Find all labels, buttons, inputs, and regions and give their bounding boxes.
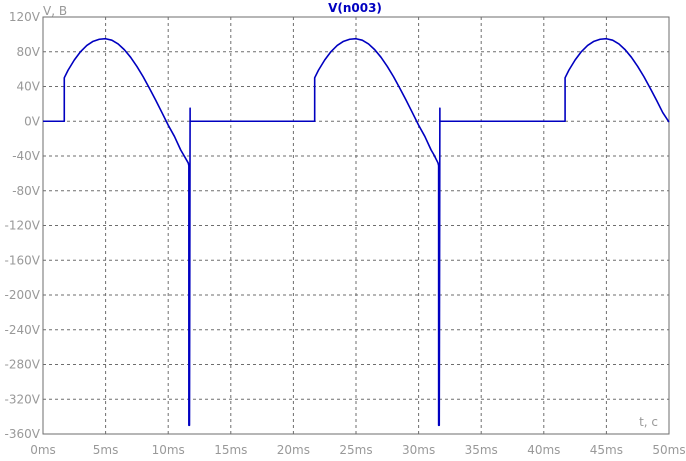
- x-tick-label: 40ms: [527, 443, 560, 457]
- series-line-v-n003: [43, 37, 670, 427]
- x-tick-label: 5ms: [93, 443, 119, 457]
- y-tick-label: -160V: [5, 253, 41, 267]
- y-tick-label: -240V: [5, 323, 41, 337]
- y-tick-label: -320V: [5, 392, 41, 406]
- y-tick-label: -280V: [5, 358, 41, 372]
- x-tick-label: 15ms: [214, 443, 247, 457]
- y-tick-label: -120V: [5, 219, 41, 233]
- y-tick-label: 80V: [17, 45, 41, 59]
- x-tick-label: 35ms: [465, 443, 498, 457]
- x-axis-tick-labels: 0ms 5ms 10ms 15ms 20ms 25ms 30ms 35ms 40ms 45ms 50…: [30, 443, 685, 457]
- y-axis-label: V, B: [43, 4, 67, 18]
- x-tick-label: 20ms: [277, 443, 310, 457]
- y-tick-label: 120V: [9, 10, 41, 24]
- y-tick-label: -80V: [12, 184, 41, 198]
- chart-title: V(n003): [328, 1, 382, 15]
- y-tick-label: -200V: [5, 288, 41, 302]
- grid: [43, 17, 669, 434]
- series-layer: [43, 37, 670, 427]
- y-tick-label: -360V: [5, 427, 41, 441]
- y-tick-label: 0V: [24, 114, 41, 128]
- x-tick-label: 45ms: [590, 443, 623, 457]
- x-tick-label: 25ms: [339, 443, 372, 457]
- x-tick-label: 10ms: [152, 443, 185, 457]
- x-tick-label: 30ms: [402, 443, 435, 457]
- x-tick-label: 0ms: [30, 443, 56, 457]
- y-tick-label: -40V: [12, 149, 41, 163]
- x-tick-label: 50ms: [652, 443, 685, 457]
- y-tick-label: 40V: [17, 80, 41, 94]
- plot-frame: [42, 16, 670, 435]
- y-axis-tick-labels: 120V 80V 40V 0V -40V -80V -120V -160V -200V -240V…: [5, 10, 41, 441]
- x-axis-label: t, c: [639, 415, 658, 429]
